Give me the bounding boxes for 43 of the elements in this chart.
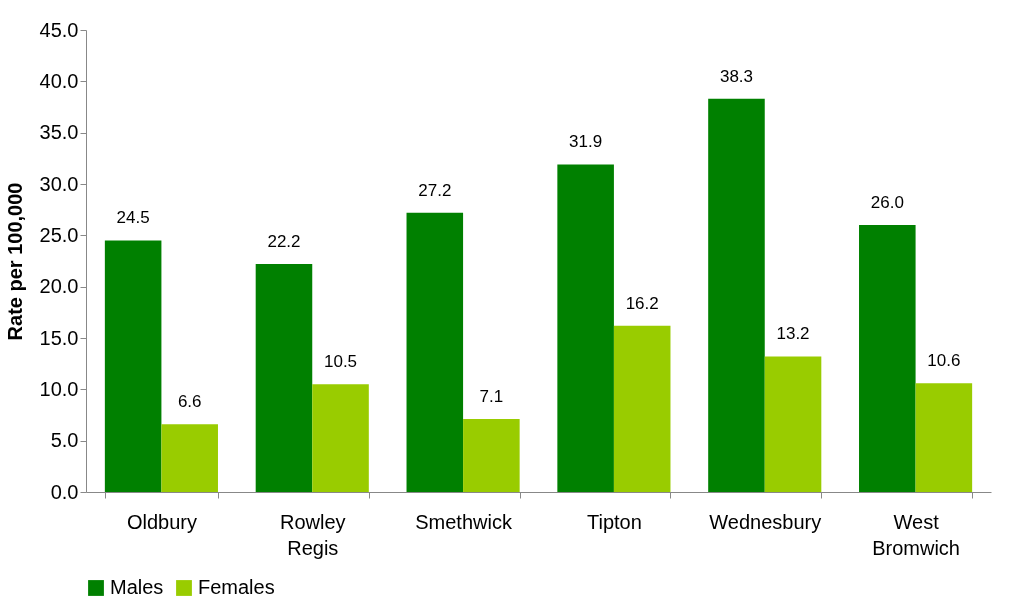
data-label: 6.6	[177, 392, 202, 412]
x-tick-label: West Bromwich	[872, 510, 960, 559]
y-tick-label: 40.0	[39, 69, 79, 92]
y-tick-label: 15.0	[39, 326, 79, 349]
y-tick-label: 45.0	[39, 18, 79, 41]
data-label: 38.3	[719, 66, 754, 86]
bar	[613, 325, 671, 492]
y-tick-label: 0.0	[50, 480, 79, 503]
y-tick-label: 35.0	[39, 121, 79, 144]
bar	[859, 225, 916, 492]
data-label: 10.6	[927, 351, 961, 371]
y-tick-label: 25.0	[39, 223, 79, 246]
legend-label: Males	[110, 576, 164, 598]
x-tick-label: Wednesbury	[709, 510, 822, 533]
x-tick-label: Rowley Regis	[279, 510, 346, 559]
x-tick-label: Smethwick	[415, 510, 513, 533]
data-label: 31.9	[569, 132, 603, 152]
y-axis-title: Rate per 100,000	[3, 182, 26, 341]
data-label: 13.2	[776, 324, 810, 344]
bar	[161, 424, 218, 492]
bar	[463, 419, 520, 492]
bar	[406, 212, 464, 492]
x-tick-label: Tipton	[586, 510, 642, 533]
bar	[255, 264, 313, 492]
bar	[764, 356, 822, 492]
data-label: 26.0	[870, 193, 904, 213]
bar	[915, 383, 973, 492]
y-tick-label: 30.0	[39, 172, 79, 195]
legend-label: Females	[198, 576, 275, 598]
y-tick-label: 10.0	[39, 377, 79, 400]
data-label: 16.2	[625, 293, 659, 313]
x-tick-label: Oldbury	[126, 510, 197, 533]
y-tick-label: 20.0	[39, 275, 79, 298]
bar	[104, 240, 162, 492]
data-label: 27.2	[418, 180, 452, 200]
data-label: 7.1	[479, 387, 504, 407]
bar	[557, 164, 614, 492]
bar	[708, 98, 765, 492]
y-tick-label: 5.0	[50, 429, 79, 452]
bar	[312, 384, 369, 492]
data-label: 22.2	[267, 232, 301, 252]
data-label: 24.5	[116, 208, 150, 228]
data-label: 10.5	[323, 352, 358, 372]
